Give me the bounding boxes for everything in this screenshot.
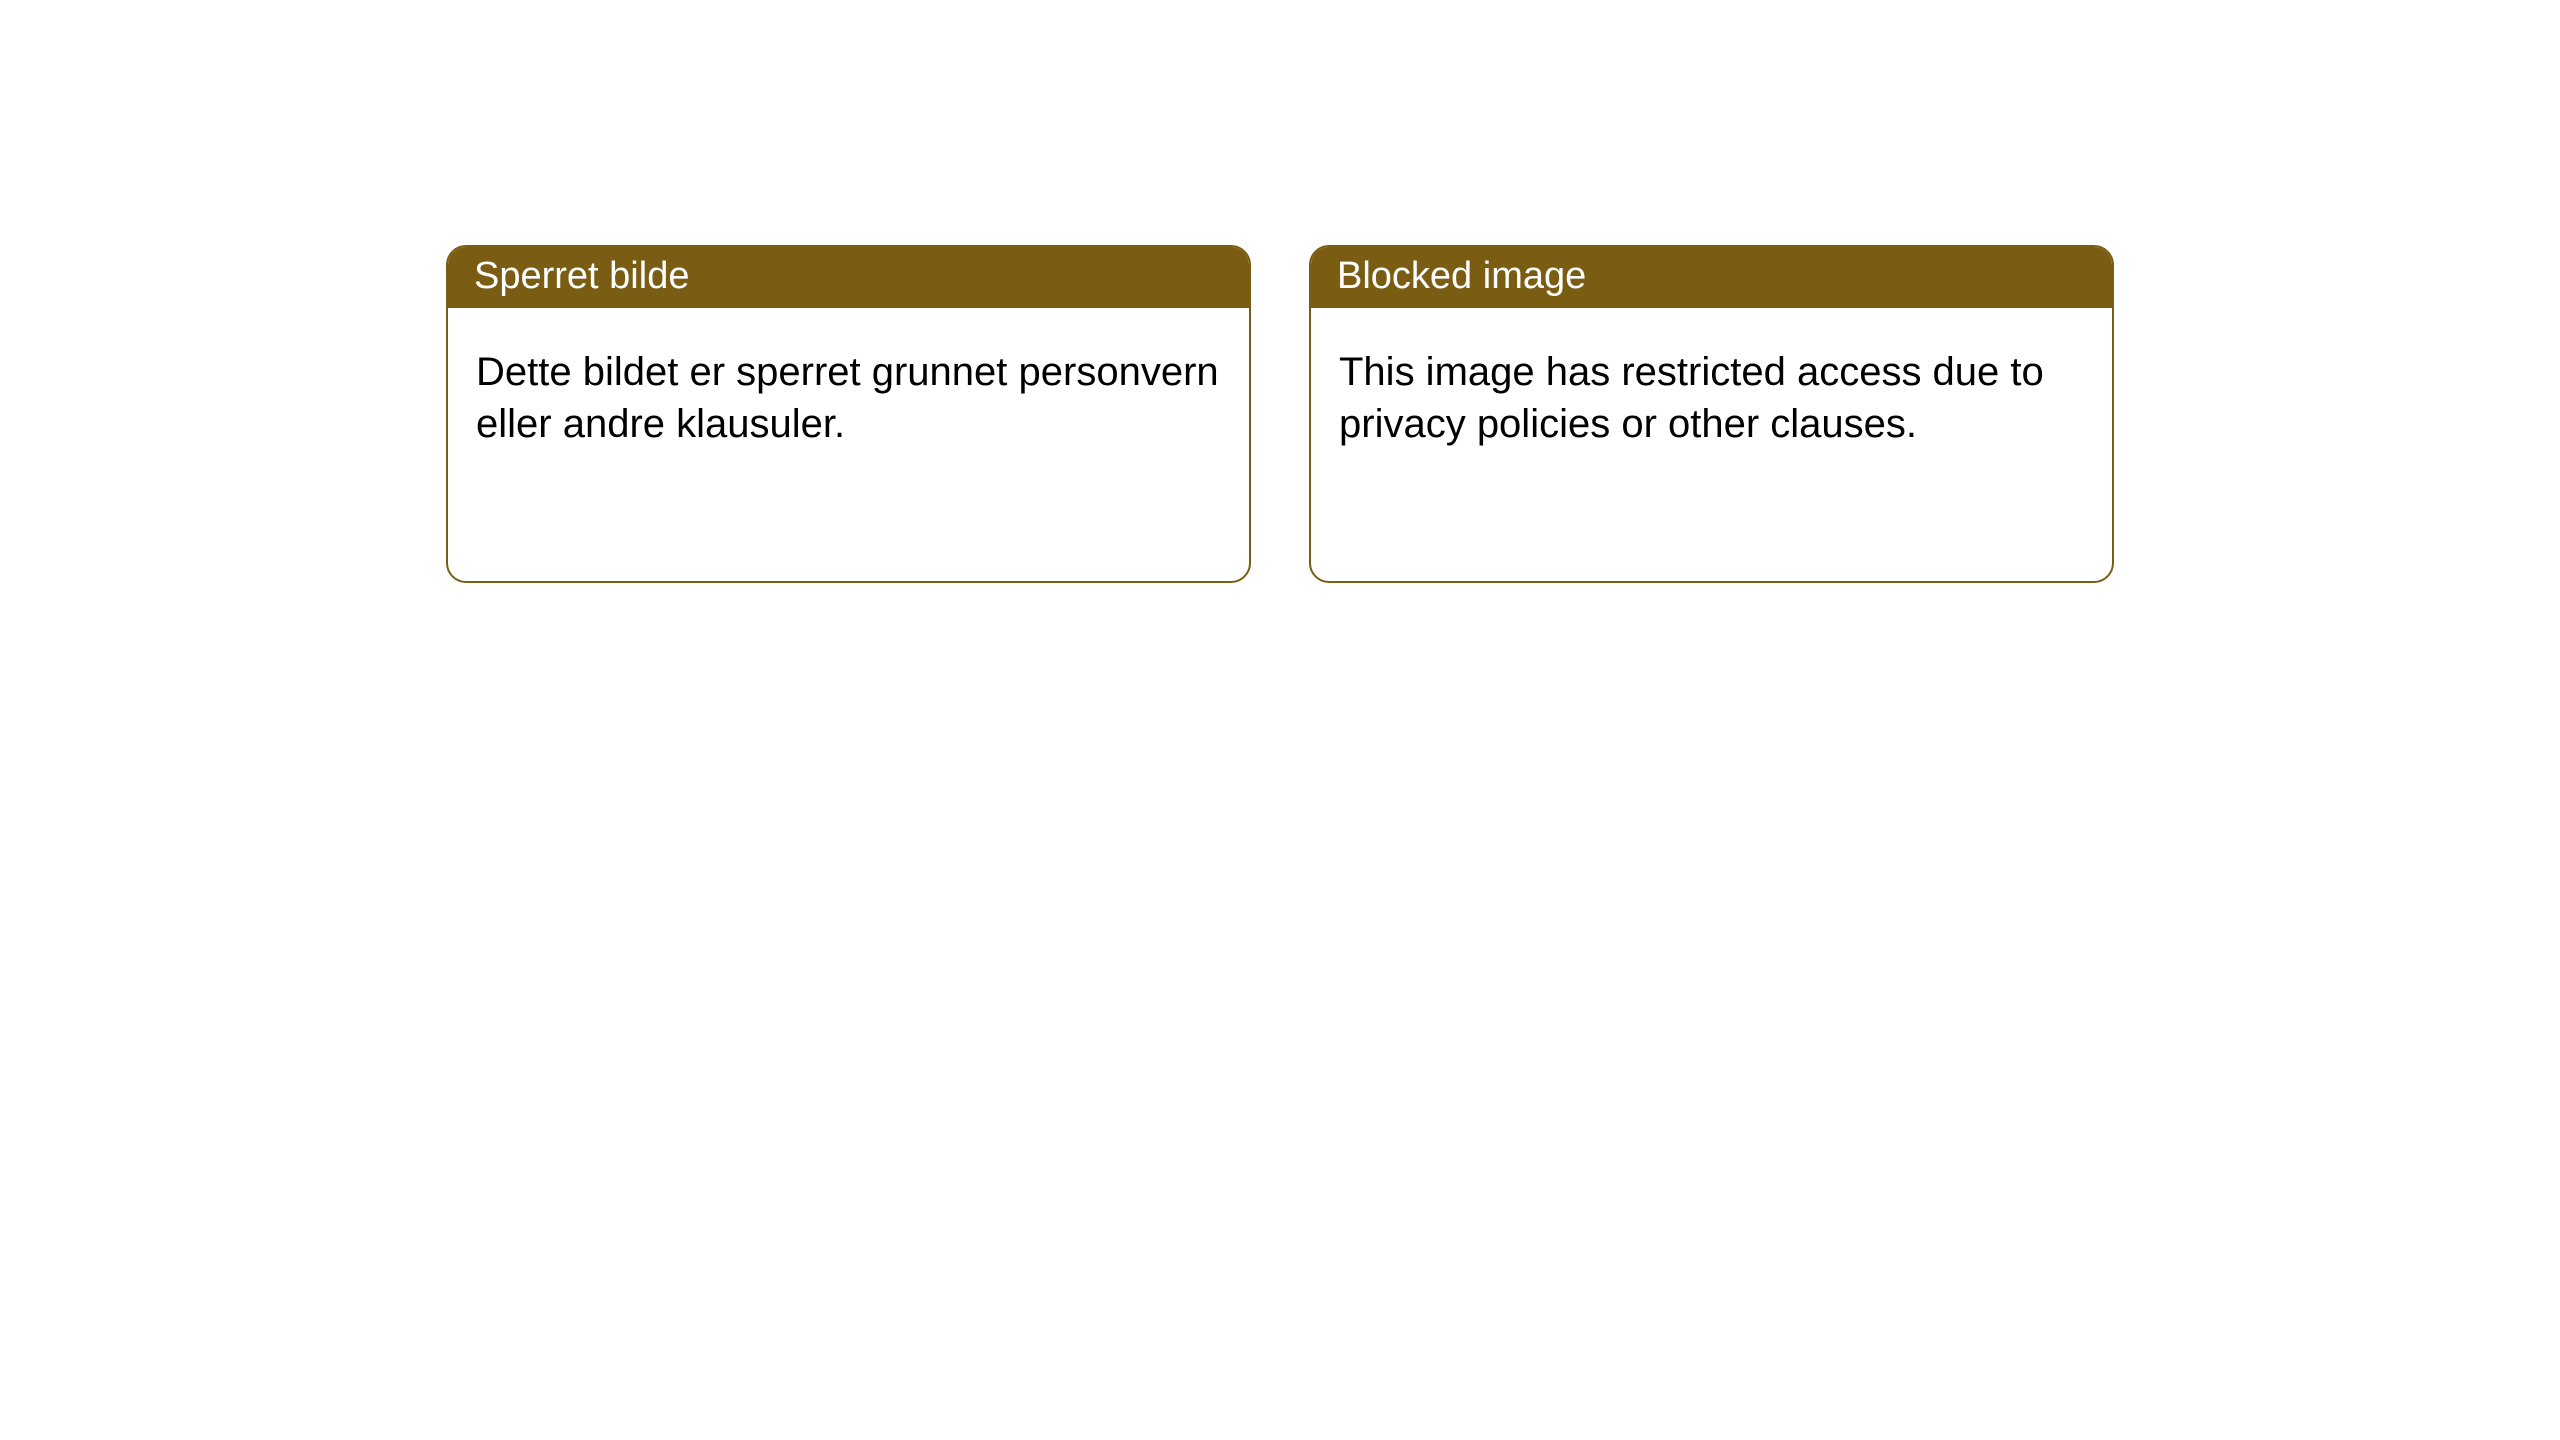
- notice-body: Dette bildet er sperret grunnet personve…: [448, 308, 1249, 488]
- notice-card-english: Blocked image This image has restricted …: [1309, 245, 2114, 583]
- notice-container: Sperret bilde Dette bildet er sperret gr…: [0, 0, 2560, 583]
- notice-card-norwegian: Sperret bilde Dette bildet er sperret gr…: [446, 245, 1251, 583]
- notice-body: This image has restricted access due to …: [1311, 308, 2112, 488]
- notice-header: Sperret bilde: [448, 247, 1249, 308]
- notice-header: Blocked image: [1311, 247, 2112, 308]
